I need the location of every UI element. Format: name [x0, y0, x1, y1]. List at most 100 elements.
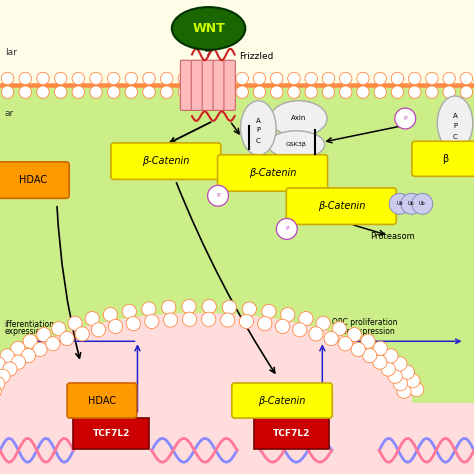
Circle shape [11, 341, 25, 356]
Circle shape [426, 72, 438, 85]
Circle shape [236, 86, 248, 99]
Circle shape [373, 341, 387, 356]
Ellipse shape [240, 101, 276, 155]
FancyBboxPatch shape [213, 60, 225, 110]
Text: P: P [285, 227, 289, 231]
Circle shape [388, 369, 402, 383]
Circle shape [409, 72, 421, 85]
Text: Proteasom: Proteasom [370, 232, 414, 241]
Circle shape [19, 72, 31, 85]
Circle shape [143, 72, 155, 85]
FancyBboxPatch shape [73, 419, 149, 449]
Text: ar: ar [5, 109, 14, 118]
Circle shape [443, 72, 456, 85]
Circle shape [305, 72, 318, 85]
Circle shape [258, 317, 272, 331]
Circle shape [222, 300, 237, 314]
Circle shape [125, 72, 137, 85]
Circle shape [164, 313, 178, 327]
Circle shape [292, 323, 307, 337]
Circle shape [162, 300, 176, 314]
Text: β-Catenin: β-Catenin [258, 395, 306, 406]
Circle shape [395, 108, 416, 129]
Circle shape [68, 316, 82, 330]
Bar [0, 403, 474, 474]
Circle shape [36, 328, 51, 342]
Circle shape [322, 86, 335, 99]
FancyBboxPatch shape [232, 383, 332, 418]
Circle shape [126, 317, 140, 331]
Text: GSK3β: GSK3β [286, 142, 307, 147]
Circle shape [373, 355, 387, 369]
Bar [0, 85, 474, 474]
Circle shape [182, 312, 197, 327]
Text: A: A [256, 118, 261, 124]
Circle shape [271, 86, 283, 99]
Circle shape [55, 86, 67, 99]
Circle shape [201, 312, 216, 327]
Circle shape [0, 357, 5, 371]
Circle shape [103, 308, 118, 322]
FancyBboxPatch shape [0, 162, 69, 198]
Text: β-Catenin: β-Catenin [249, 168, 296, 178]
Bar [0, 0, 474, 85]
Text: gene expression: gene expression [332, 327, 394, 336]
Circle shape [389, 193, 410, 214]
Text: ifferentiation: ifferentiation [5, 320, 55, 329]
Text: C: C [453, 134, 457, 139]
Circle shape [0, 384, 1, 398]
Text: Ub: Ub [419, 201, 426, 206]
Circle shape [316, 316, 330, 330]
Circle shape [11, 355, 26, 369]
FancyBboxPatch shape [67, 383, 137, 418]
Circle shape [108, 86, 120, 99]
Circle shape [75, 327, 89, 341]
Circle shape [23, 334, 37, 348]
Circle shape [357, 72, 369, 85]
Circle shape [443, 86, 456, 99]
Circle shape [305, 86, 318, 99]
Circle shape [338, 337, 352, 351]
Circle shape [220, 313, 235, 327]
Circle shape [91, 323, 106, 337]
Circle shape [0, 369, 10, 383]
Circle shape [109, 319, 123, 334]
Circle shape [161, 72, 173, 85]
Circle shape [271, 72, 283, 85]
Text: C: C [256, 138, 261, 144]
Circle shape [324, 331, 338, 346]
Circle shape [122, 304, 137, 319]
Circle shape [236, 72, 248, 85]
Circle shape [409, 86, 421, 99]
Circle shape [85, 311, 100, 326]
Circle shape [239, 314, 254, 328]
Text: β-Catenin: β-Catenin [142, 156, 190, 166]
Circle shape [339, 72, 352, 85]
Circle shape [0, 349, 14, 363]
Circle shape [90, 72, 102, 85]
Text: P: P [403, 116, 407, 121]
Text: Frizzled: Frizzled [239, 53, 274, 61]
Circle shape [36, 72, 49, 85]
Circle shape [406, 374, 420, 388]
Text: P: P [453, 123, 457, 128]
Text: A: A [453, 113, 457, 119]
Circle shape [275, 319, 290, 334]
Circle shape [178, 72, 191, 85]
Ellipse shape [270, 101, 327, 137]
Circle shape [33, 342, 47, 356]
Circle shape [55, 72, 67, 85]
Circle shape [332, 321, 346, 336]
Text: P: P [216, 193, 220, 198]
Circle shape [3, 362, 17, 376]
Circle shape [145, 314, 159, 328]
Circle shape [182, 300, 196, 314]
Circle shape [262, 304, 276, 319]
Ellipse shape [268, 131, 325, 158]
Text: OPC proliferation: OPC proliferation [332, 318, 397, 327]
Circle shape [21, 348, 36, 363]
Circle shape [161, 86, 173, 99]
Circle shape [0, 376, 5, 391]
FancyBboxPatch shape [191, 60, 203, 110]
FancyBboxPatch shape [286, 188, 396, 225]
